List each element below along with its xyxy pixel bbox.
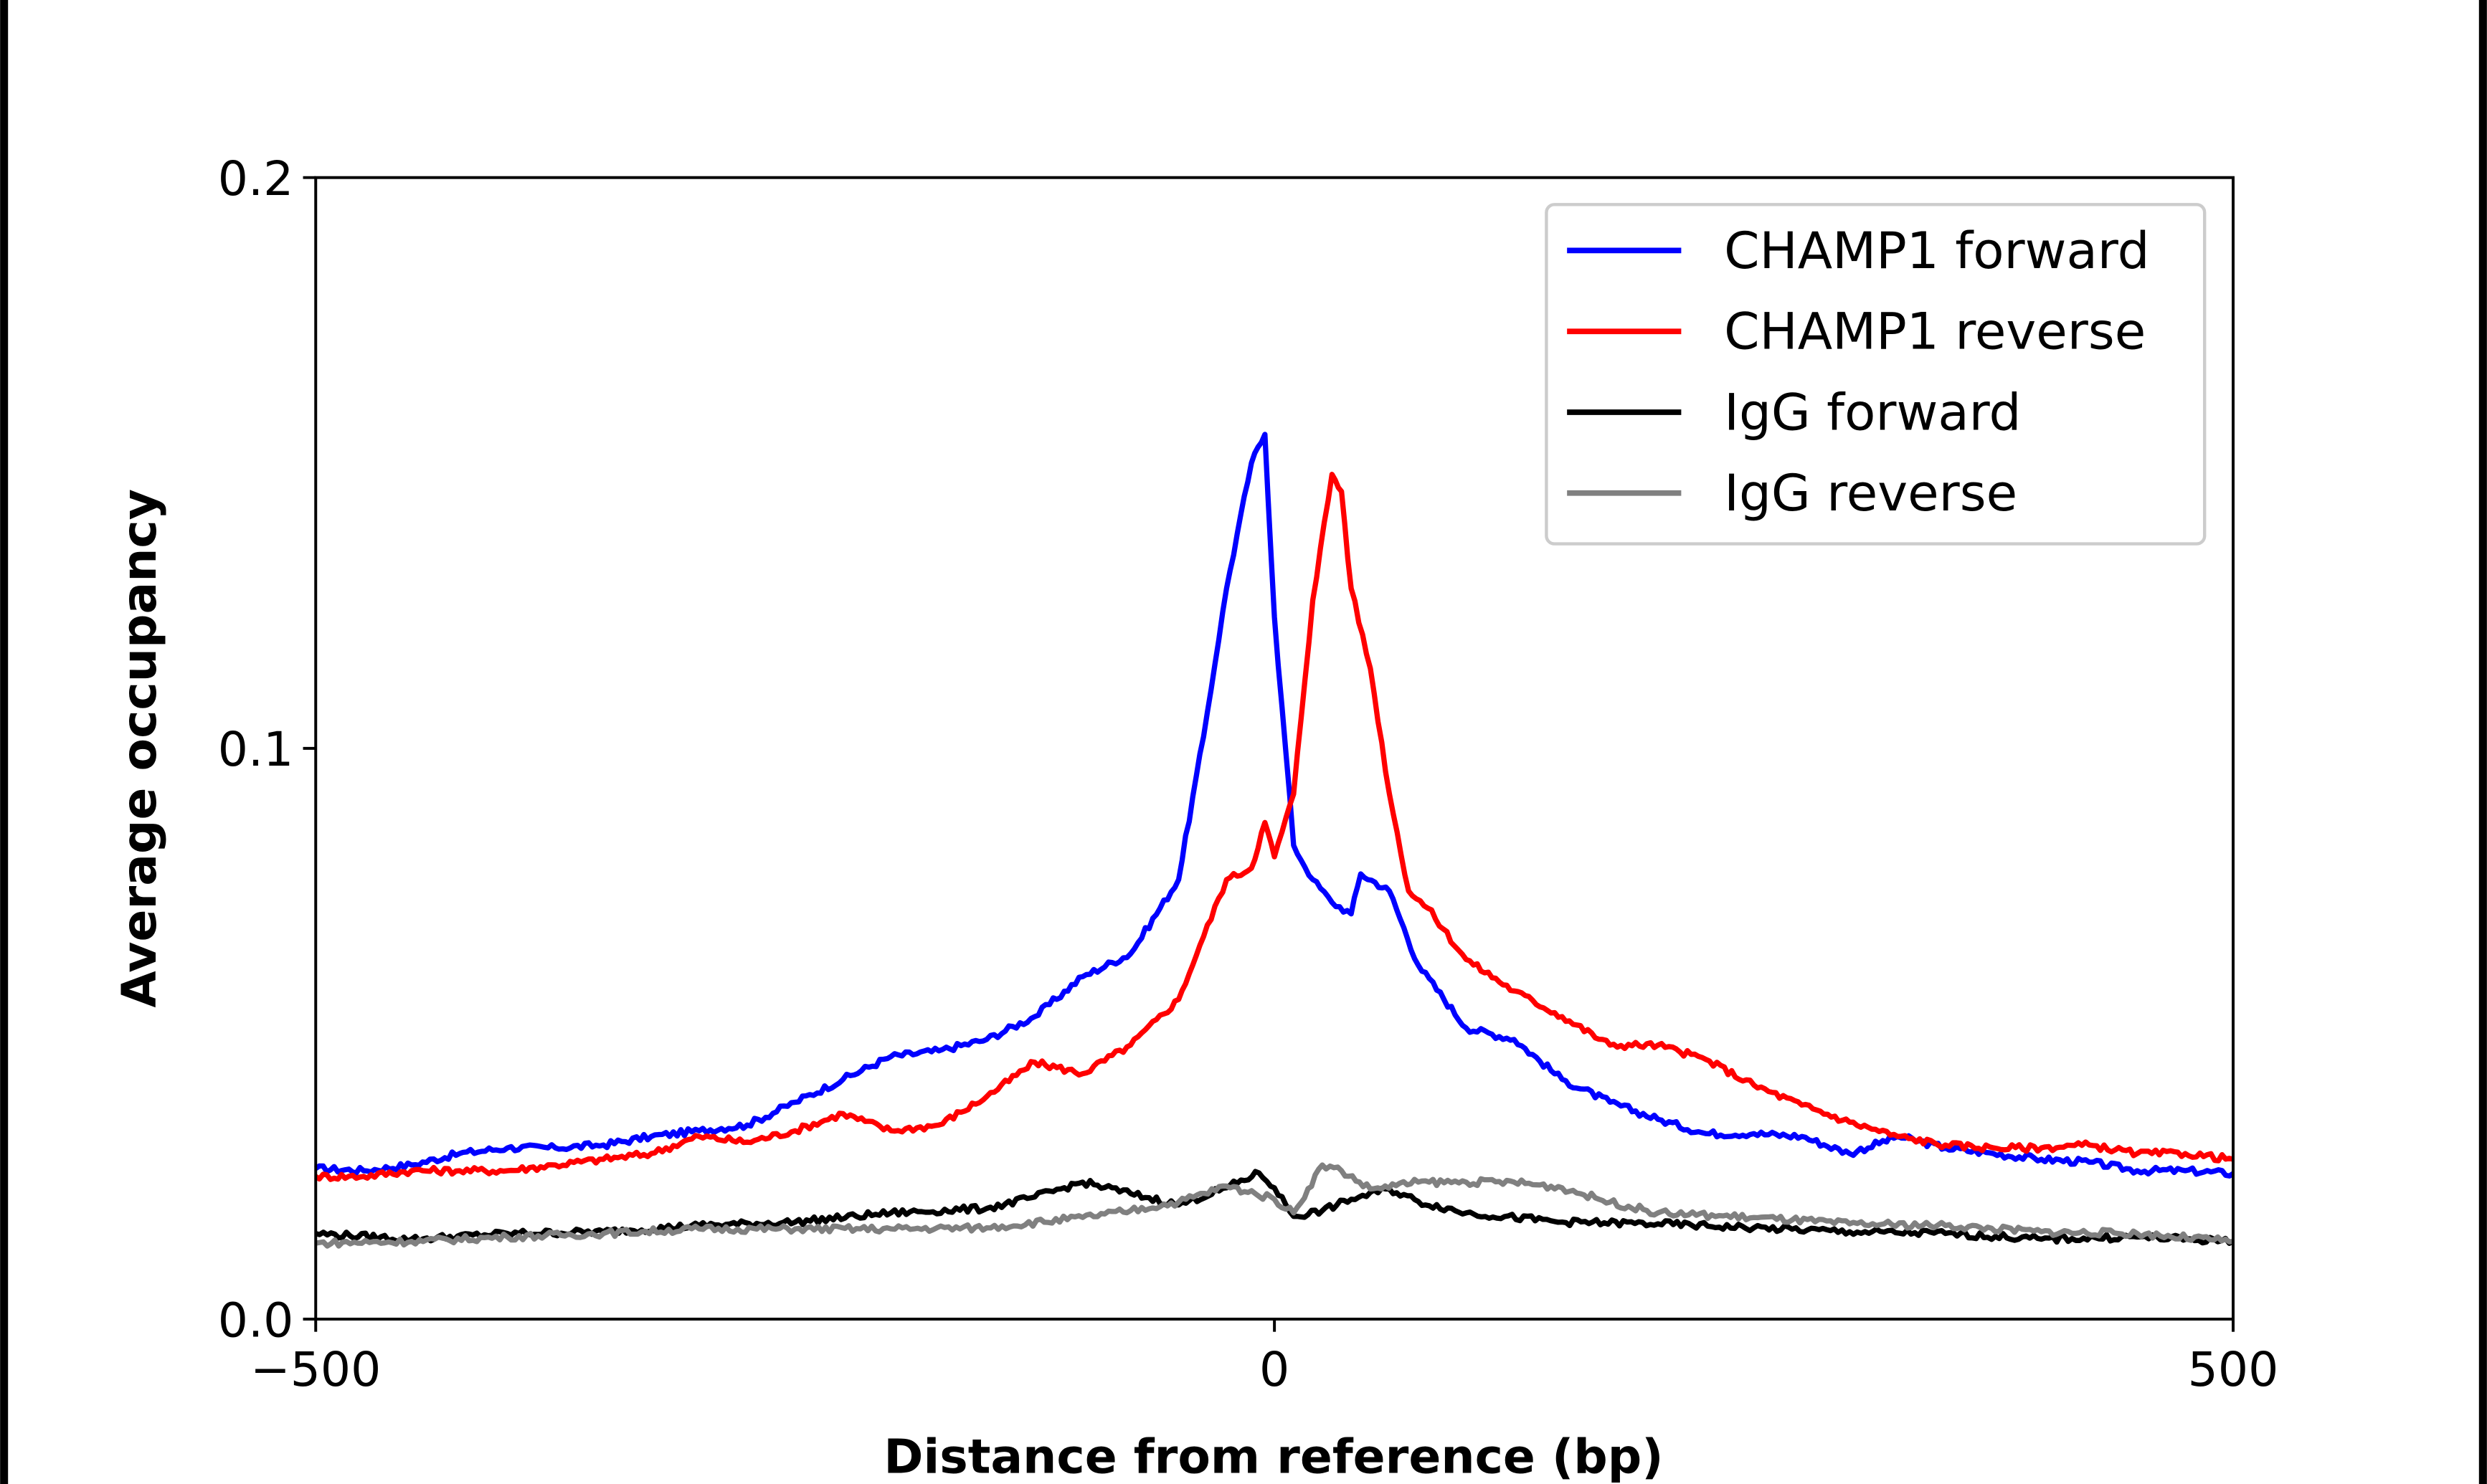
legend-entry: CHAMP1 forward (1567, 221, 2150, 280)
y-axis-label: Average occupancy (111, 489, 167, 1008)
x-axis-label: Distance from reference (bp) (884, 1429, 1663, 1484)
y-tick-label: 0.1 (218, 721, 293, 777)
legend-entry: IgG reverse (1567, 463, 2017, 523)
legend: CHAMP1 forward CHAMP1 reverse IgG forward I… (1545, 203, 2207, 546)
series-line-champ1-reverse (314, 472, 2234, 1182)
right-border (2478, 0, 2487, 1484)
y-tick-label: 0.2 (218, 151, 293, 206)
y-tick-label: 0.0 (218, 1292, 293, 1348)
series-line-igg-reverse (315, 1162, 2234, 1249)
legend-label: IgG reverse (1724, 463, 2017, 523)
legend-label: CHAMP1 reverse (1724, 302, 2146, 361)
legend-entry: CHAMP1 reverse (1567, 302, 2146, 361)
x-tick-label: −500 (250, 1341, 381, 1397)
legend-label: IgG forward (1724, 382, 2021, 442)
series-layer (314, 432, 2235, 1249)
series-line-champ1-forward (314, 432, 2235, 1179)
left-border (0, 0, 9, 1484)
x-tick-label: 0 (1259, 1341, 1289, 1397)
legend-box (1545, 203, 2207, 546)
x-tick-label: 500 (2188, 1341, 2279, 1397)
ticks: −500 0 500 0.0 0.1 0.2 (218, 151, 2279, 1397)
legend-label: CHAMP1 forward (1724, 221, 2149, 280)
legend-entry: IgG forward (1567, 382, 2021, 442)
